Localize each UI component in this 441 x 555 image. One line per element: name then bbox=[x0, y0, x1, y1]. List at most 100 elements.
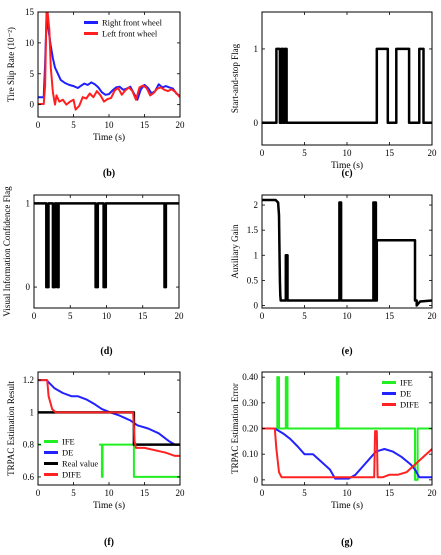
x-tick-label: 0 bbox=[260, 148, 265, 158]
legend-label: Real value bbox=[62, 459, 98, 469]
y-axis-label: TRPAC Estimation Result bbox=[6, 381, 16, 476]
x-tick-label: 5 bbox=[71, 120, 76, 130]
x-axis-label: Time (s) bbox=[331, 500, 363, 511]
y-axis-label: Auxiliary Gain bbox=[230, 224, 240, 279]
series-line-left-front-wheel bbox=[38, 12, 180, 111]
series-line bbox=[262, 47, 432, 125]
legend-box bbox=[81, 15, 177, 41]
x-tick-label: 0 bbox=[36, 488, 41, 498]
x-tick-label: 10 bbox=[105, 488, 115, 498]
panel-label: (c) bbox=[341, 168, 352, 179]
y-tick-label: 0.5 bbox=[247, 275, 259, 285]
chart-panel-b: 0 5 10 15 20 0 5 10 15 Time (s) Tire Slip Rate (10… bbox=[6, 7, 185, 179]
x-tick-label: 20 bbox=[428, 148, 438, 158]
x-tick-label: 15 bbox=[138, 311, 148, 321]
series-line bbox=[34, 202, 179, 289]
y-tick-label: 0.30 bbox=[242, 398, 258, 408]
y-tick-label: 1.2 bbox=[23, 375, 34, 385]
x-tick-label: 5 bbox=[68, 311, 73, 321]
y-tick-label: 0 bbox=[26, 282, 31, 292]
x-axis-label: Time (s) bbox=[93, 500, 125, 511]
panel-label: (b) bbox=[103, 168, 115, 179]
x-tick-label: 20 bbox=[176, 120, 186, 130]
x-tick-label: 15 bbox=[385, 148, 395, 158]
legend-label: DIFE bbox=[62, 470, 81, 480]
panel-label: (d) bbox=[100, 346, 112, 357]
legend-label: Right front wheel bbox=[102, 18, 163, 28]
y-axis-label: TRPAC Estimation Error bbox=[230, 383, 240, 474]
x-tick-label: 0 bbox=[36, 120, 41, 130]
y-tick-label: 10 bbox=[25, 38, 35, 48]
y-tick-label: 0.20 bbox=[242, 424, 258, 434]
y-tick-label: 0.8 bbox=[23, 440, 35, 450]
x-tick-label: 10 bbox=[343, 148, 353, 158]
x-tick-label: 15 bbox=[140, 488, 150, 498]
series-line-dife bbox=[38, 379, 180, 457]
panel-label: (g) bbox=[341, 537, 353, 548]
y-tick-label: 5 bbox=[30, 69, 35, 79]
chart-panel-c: 0 5 10 15 20 0 1 Time (s) Start-and-stop Flag (c) bbox=[230, 11, 438, 179]
series-line-de bbox=[38, 379, 180, 446]
x-tick-label: 5 bbox=[302, 488, 307, 498]
legend-label: DIFE bbox=[400, 400, 419, 410]
y-tick-label: 1.5 bbox=[247, 225, 259, 235]
legend-label: DE bbox=[62, 448, 73, 458]
y-tick-label: 1 bbox=[30, 407, 35, 417]
x-tick-label: 10 bbox=[343, 311, 353, 321]
series-group bbox=[262, 198, 432, 307]
legend-label: Left front wheel bbox=[102, 29, 158, 39]
series-group bbox=[262, 376, 432, 481]
series-line bbox=[262, 198, 432, 307]
panel-label: (e) bbox=[341, 346, 352, 357]
y-tick-label: 1 bbox=[254, 44, 259, 54]
chart-panel-f: 0 5 10 15 20 0.6 0.8 1 1.2 Time (s) TRPAC Estimati… bbox=[6, 371, 186, 548]
series-line-ife bbox=[262, 376, 432, 481]
y-axis-label: Visual Information Confidence Flag bbox=[2, 186, 12, 317]
x-tick-label: 10 bbox=[105, 120, 115, 130]
x-axis-label: Time (s) bbox=[93, 132, 125, 143]
legend-label: IFE bbox=[62, 437, 75, 447]
x-tick-label: 0 bbox=[260, 311, 265, 321]
series-line-dife bbox=[262, 427, 432, 479]
y-tick-label: 0 bbox=[254, 475, 259, 485]
x-tick-label: 0 bbox=[32, 311, 37, 321]
x-tick-label: 15 bbox=[385, 311, 395, 321]
y-tick-label: 0 bbox=[254, 118, 259, 128]
panel-label: (f) bbox=[104, 537, 114, 548]
y-tick-label: 0.6 bbox=[23, 472, 35, 482]
x-tick-label: 10 bbox=[343, 488, 353, 498]
series-group bbox=[262, 47, 432, 125]
series-group bbox=[34, 202, 179, 289]
y-tick-label: 1 bbox=[254, 250, 259, 260]
x-tick-label: 15 bbox=[140, 120, 150, 130]
y-axis-label: Start-and-stop Flag bbox=[230, 43, 240, 113]
y-tick-label: 0 bbox=[254, 300, 259, 310]
y-tick-label: 2 bbox=[254, 200, 259, 210]
y-axis-label: Tire Slip Rate (10⁻²) bbox=[6, 27, 16, 102]
x-tick-label: 20 bbox=[428, 488, 438, 498]
x-tick-label: 5 bbox=[71, 488, 76, 498]
y-tick-label: 0.40 bbox=[242, 372, 258, 382]
x-tick-label: 0 bbox=[260, 488, 265, 498]
x-tick-label: 15 bbox=[385, 488, 395, 498]
y-tick-label: 15 bbox=[25, 7, 35, 17]
y-tick-label: 0 bbox=[30, 100, 35, 110]
x-tick-label: 20 bbox=[176, 488, 186, 498]
x-tick-label: 5 bbox=[302, 311, 307, 321]
y-tick-label: 0.10 bbox=[242, 449, 258, 459]
chart-panel-e: 0 5 10 15 20 0 0.5 1 1.5 2 Auxiliary Gain (e) bbox=[230, 194, 438, 357]
x-axis-label: Time (s) bbox=[331, 160, 363, 171]
y-tick-label: 1 bbox=[26, 198, 31, 208]
chart-panel-d: 0 5 10 15 20 0 1 Visual Information Confidence … bbox=[2, 186, 184, 357]
x-tick-label: 5 bbox=[302, 148, 307, 158]
legend-label: DE bbox=[400, 389, 411, 399]
x-tick-label: 20 bbox=[428, 311, 438, 321]
chart-panel-g: 0 5 10 15 20 0 0.10 0.20 0.30 0.40 Time (s) TRPAC E… bbox=[230, 371, 438, 548]
x-tick-label: 20 bbox=[175, 311, 185, 321]
series-group bbox=[38, 12, 180, 111]
